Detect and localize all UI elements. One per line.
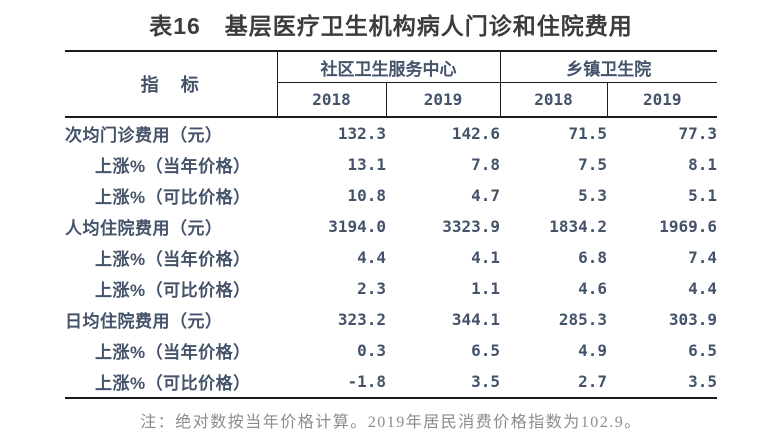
row-label: 上涨%（当年价格） [95, 250, 251, 269]
cell-value: 1.1 [471, 279, 500, 298]
statistics-table: 指 标 社区卫生服务中心 乡镇卫生院 2018 2019 2018 2019 次… [65, 50, 717, 399]
cell-value: 3.5 [471, 372, 500, 391]
cell-value: 6.5 [471, 341, 500, 360]
cell-value: 303.9 [668, 310, 717, 329]
row-label: 日均住院费用（元） [65, 312, 223, 331]
cell-value: 4.7 [471, 186, 500, 205]
cell-value: 132.3 [337, 124, 386, 143]
table-note: 注：绝对数按当年价格计算。2019年居民消费价格指数为102.9。 [140, 414, 642, 431]
table-row: 上涨%（可比价格） 10.8 4.7 5.3 5.1 [65, 180, 717, 211]
table-row: 上涨%（可比价格） 2.3 1.1 4.6 4.4 [65, 273, 717, 304]
table-row: 上涨%（当年价格） 13.1 7.8 7.5 8.1 [65, 149, 717, 180]
table-title: 表16 基层医疗卫生机构病人门诊和住院费用 [149, 13, 633, 39]
cell-value: 3323.9 [442, 217, 500, 236]
cell-value: 6.5 [688, 341, 717, 360]
cell-value: 4.4 [357, 248, 386, 267]
row-label: 上涨%（当年价格） [95, 343, 251, 362]
header-year-row: 2018 2019 2018 2019 [65, 82, 717, 118]
row-label: 人均住院费用（元） [65, 219, 223, 238]
cell-value: 285.3 [558, 310, 607, 329]
table-header: 指 标 社区卫生服务中心 乡镇卫生院 2018 2019 2018 2019 [65, 51, 717, 118]
cell-value: 4.4 [688, 279, 717, 298]
header-group-township-hospital: 乡镇卫生院 [500, 51, 717, 83]
row-label: 上涨%（当年价格） [95, 157, 251, 176]
cell-value: 7.8 [471, 155, 500, 174]
header-year-community-2019: 2019 [386, 82, 501, 118]
row-label: 次均门诊费用（元） [65, 126, 223, 145]
cell-value: 142.6 [451, 124, 500, 143]
cell-value: 77.3 [678, 124, 717, 143]
cell-value: 0.3 [357, 341, 386, 360]
header-year-community-2018: 2018 [277, 82, 387, 118]
cell-value: 7.4 [688, 248, 717, 267]
cell-value: 7.5 [578, 155, 607, 174]
cell-value: 2.7 [578, 372, 607, 391]
table-row: 日均住院费用（元） 323.2 344.1 285.3 303.9 [65, 304, 717, 335]
cell-value: 1969.6 [659, 217, 717, 236]
cell-value: 10.8 [347, 186, 386, 205]
cell-value: 8.1 [688, 155, 717, 174]
cell-value: 4.1 [471, 248, 500, 267]
table-row: 上涨%（当年价格） 0.3 6.5 4.9 6.5 [65, 335, 717, 366]
cell-value: 2.3 [357, 279, 386, 298]
row-label: 上涨%（可比价格） [95, 188, 251, 207]
cell-value: -1.8 [347, 372, 386, 391]
table-row: 人均住院费用（元） 3194.0 3323.9 1834.2 1969.6 [65, 211, 717, 242]
header-year-township-2018: 2018 [500, 82, 608, 118]
cell-value: 6.8 [578, 248, 607, 267]
table-row: 上涨%（可比价格） -1.8 3.5 2.7 3.5 [65, 366, 717, 398]
cell-value: 344.1 [451, 310, 500, 329]
cell-value: 4.9 [578, 341, 607, 360]
cell-value: 71.5 [568, 124, 607, 143]
cell-value: 13.1 [347, 155, 386, 174]
cell-value: 1834.2 [549, 217, 607, 236]
table-row: 上涨%（当年价格） 4.4 4.1 6.8 7.4 [65, 242, 717, 273]
cell-value: 5.3 [578, 186, 607, 205]
row-label: 上涨%（可比价格） [95, 281, 251, 300]
table-body: 次均门诊费用（元） 132.3 142.6 71.5 77.3 上涨%（当年价格） 13.1… [65, 117, 717, 398]
header-group-community-center: 社区卫生服务中心 [277, 51, 501, 83]
cell-value: 3194.0 [328, 217, 386, 236]
cell-value: 323.2 [337, 310, 386, 329]
cell-value: 3.5 [688, 372, 717, 391]
header-group-row: 指 标 社区卫生服务中心 乡镇卫生院 [65, 51, 717, 118]
table-row: 次均门诊费用（元） 132.3 142.6 71.5 77.3 [65, 117, 717, 149]
cell-value: 5.1 [688, 186, 717, 205]
header-indicator: 指 标 [65, 51, 278, 118]
header-year-township-2019: 2019 [607, 82, 717, 118]
row-label: 上涨%（可比价格） [95, 374, 251, 393]
cell-value: 4.6 [578, 279, 607, 298]
